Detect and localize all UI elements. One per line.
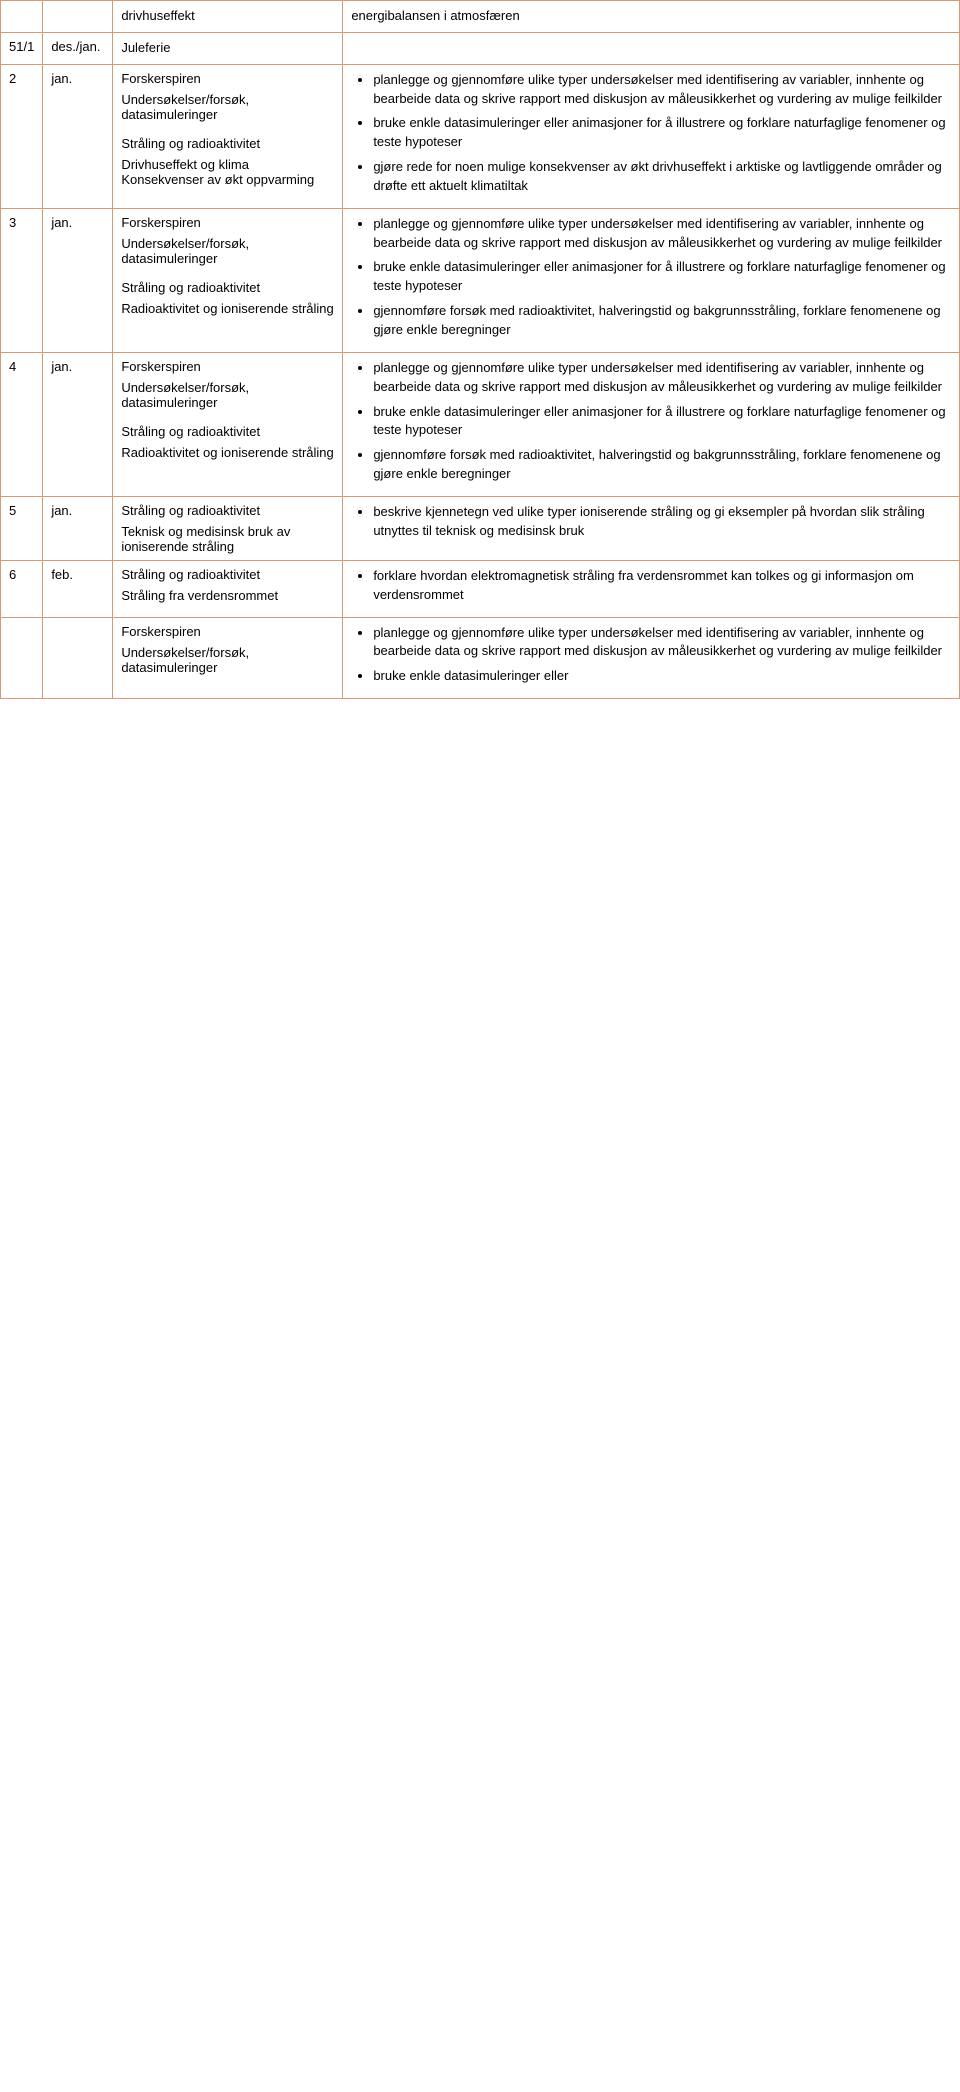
table-row: 4jan.ForskerspirenUndersøkelser/forsøk, … — [1, 352, 960, 496]
topic-cell: ForskerspirenUndersøkelser/forsøk, datas… — [113, 352, 343, 496]
goals-cell: planlegge og gjennomføre ulike typer und… — [343, 208, 960, 352]
week-cell — [1, 617, 43, 699]
goals-cell: planlegge og gjennomføre ulike typer und… — [343, 64, 960, 208]
week-cell: 51/1 — [1, 32, 43, 64]
curriculum-table: drivhuseffektenergibalansen i atmosfæren… — [0, 0, 960, 699]
goals-cell: beskrive kjennetegn ved ulike typer ioni… — [343, 496, 960, 560]
table-row: 6feb.Stråling og radioaktivitetStråling … — [1, 560, 960, 617]
week-cell: 4 — [1, 352, 43, 496]
topic-cell: drivhuseffekt — [113, 1, 343, 33]
date-cell: feb. — [43, 560, 113, 617]
table-row: drivhuseffektenergibalansen i atmosfæren — [1, 1, 960, 33]
date-cell — [43, 1, 113, 33]
goals-cell: planlegge og gjennomføre ulike typer und… — [343, 617, 960, 699]
topic-cell: Stråling og radioaktivitetTeknisk og med… — [113, 496, 343, 560]
table-row: 51/1des./jan.Juleferie — [1, 32, 960, 64]
topic-cell: Stråling og radioaktivitetStråling fra v… — [113, 560, 343, 617]
date-cell — [43, 617, 113, 699]
topic-cell: ForskerspirenUndersøkelser/forsøk, datas… — [113, 64, 343, 208]
goals-cell: forklare hvordan elektromagnetisk stråli… — [343, 560, 960, 617]
week-cell: 2 — [1, 64, 43, 208]
week-cell: 5 — [1, 496, 43, 560]
topic-cell: ForskerspirenUndersøkelser/forsøk, datas… — [113, 617, 343, 699]
goals-cell: planlegge og gjennomføre ulike typer und… — [343, 352, 960, 496]
date-cell: jan. — [43, 64, 113, 208]
goals-cell: energibalansen i atmosfæren — [343, 1, 960, 33]
week-cell — [1, 1, 43, 33]
topic-cell: Juleferie — [113, 32, 343, 64]
week-cell: 6 — [1, 560, 43, 617]
table-row: 3jan.ForskerspirenUndersøkelser/forsøk, … — [1, 208, 960, 352]
week-cell: 3 — [1, 208, 43, 352]
goals-cell — [343, 32, 960, 64]
table-row: 5jan.Stråling og radioaktivitetTeknisk o… — [1, 496, 960, 560]
date-cell: jan. — [43, 208, 113, 352]
date-cell: jan. — [43, 496, 113, 560]
table-row: 2jan.ForskerspirenUndersøkelser/forsøk, … — [1, 64, 960, 208]
table-row: ForskerspirenUndersøkelser/forsøk, datas… — [1, 617, 960, 699]
topic-cell: ForskerspirenUndersøkelser/forsøk, datas… — [113, 208, 343, 352]
date-cell: jan. — [43, 352, 113, 496]
date-cell: des./jan. — [43, 32, 113, 64]
